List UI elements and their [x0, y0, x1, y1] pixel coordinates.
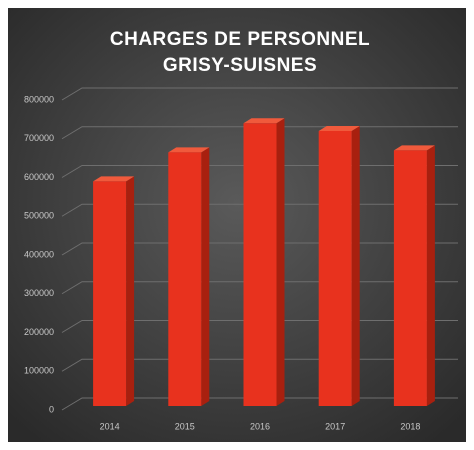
x-tick-label: 2016: [250, 421, 270, 431]
bar-side: [201, 147, 210, 406]
x-tick-label: 2015: [175, 421, 195, 431]
bar-front: [243, 123, 277, 406]
y-tick-label: 600000: [24, 172, 54, 182]
bar-top: [318, 126, 360, 131]
bar: [93, 176, 135, 406]
bar-top: [93, 176, 135, 182]
chart-subtitle: GRISY-SUISNES: [163, 55, 317, 76]
x-tick-label: 2014: [100, 421, 120, 431]
y-tick-label: 100000: [24, 366, 54, 376]
bar: [318, 126, 360, 406]
y-tick-label: 300000: [24, 288, 54, 298]
x-tick-label: 2017: [325, 421, 345, 431]
bar-top: [168, 147, 210, 153]
grid-line: [61, 87, 458, 101]
chart-title: CHARGES DE PERSONNEL: [110, 29, 370, 50]
bar: [393, 145, 435, 406]
bar-front: [93, 181, 127, 406]
y-tick-label: 0: [49, 404, 54, 414]
bar-front: [318, 131, 352, 406]
bar-front: [168, 152, 202, 406]
bar: [243, 118, 285, 406]
bar: [168, 147, 210, 406]
x-tick-label: 2018: [400, 421, 420, 431]
bar-front: [393, 150, 427, 406]
bar-top: [393, 145, 435, 151]
y-tick-label: 200000: [24, 327, 54, 337]
y-tick-label: 800000: [24, 94, 54, 104]
y-tick-label: 700000: [24, 133, 54, 143]
y-tick-label: 500000: [24, 211, 54, 221]
chart-background: [8, 8, 466, 442]
bar-side: [351, 126, 360, 406]
bar-side: [126, 176, 135, 406]
bar-side: [426, 145, 435, 406]
y-tick-label: 400000: [24, 249, 54, 259]
bar-top: [243, 118, 285, 124]
bar-side: [276, 118, 285, 406]
